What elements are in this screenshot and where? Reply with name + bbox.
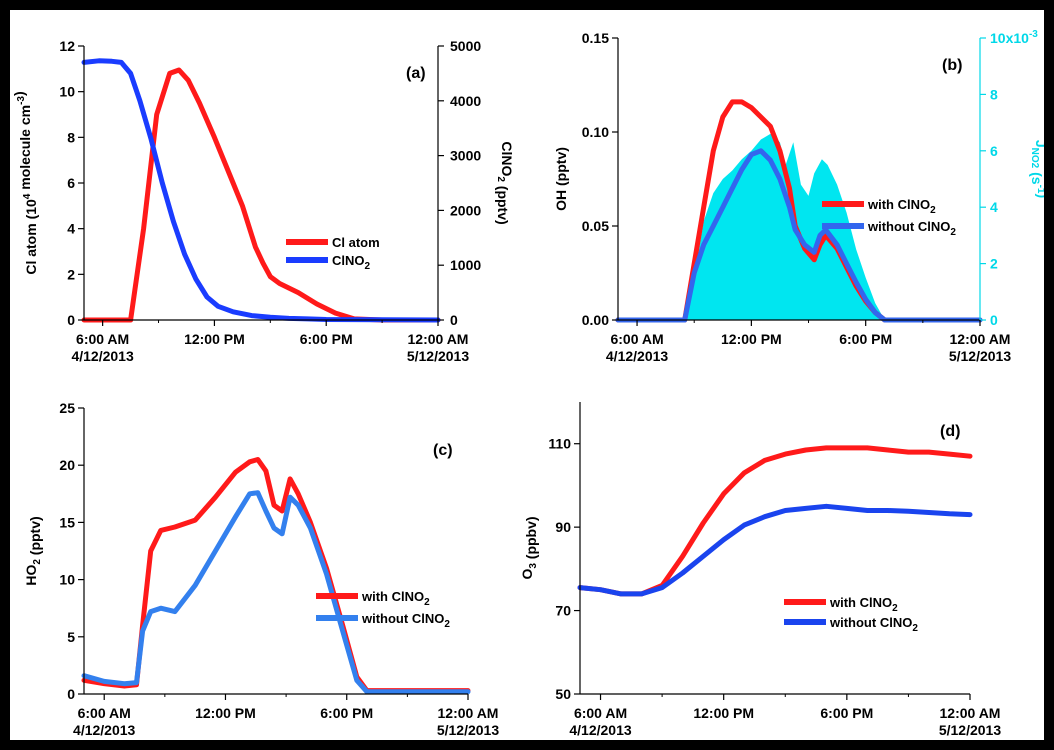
series-cl-atom (81, 67, 441, 323)
y-axis-title-right: JNO2 (s-1) (1029, 140, 1044, 198)
panel-b: 0.00 0.05 0.10 0.15 0 2 4 6 8 10x10-3 6:00 AM4/12/… (553, 29, 1044, 364)
y-tick-label-right: 1000 (450, 257, 481, 273)
y-tick-label-left: 8 (67, 129, 75, 145)
x-tick-label: 12:00 AM (438, 705, 499, 721)
y-tick-label-left: 2 (67, 266, 75, 282)
x-tick-label: 6:00 AM (574, 705, 627, 721)
series-clno2 (81, 58, 441, 323)
x-tick-label: 12:00 PM (721, 331, 782, 347)
y-tick-label-right: 2000 (450, 202, 481, 218)
y-axis-title-left: OH (pptv) (553, 147, 569, 211)
y-tick-label-right: 4 (990, 199, 998, 215)
y-tick-label-right: 4000 (450, 93, 481, 109)
y-tick-label-left: 20 (59, 457, 75, 473)
x-tick-sublabel: 5/12/2013 (407, 348, 469, 364)
series-without-clno2 (81, 490, 471, 695)
y-tick-label-left: 12 (59, 38, 75, 54)
x-tick-sublabel: 5/12/2013 (939, 722, 1001, 738)
x-tick-label: 6:00 AM (78, 705, 131, 721)
y-axis-title-left: HO2 (pptv) (23, 516, 43, 585)
series-without-clno2 (577, 503, 973, 597)
legend-label: without ClNO2 (361, 611, 450, 630)
x-tick-label: 12:00 PM (693, 705, 754, 721)
y-tick-label-left: 15 (59, 514, 75, 530)
y-tick-label-left: 0.15 (582, 30, 609, 46)
y-tick-label-left: 90 (555, 519, 571, 535)
legend-label: without ClNO2 (829, 615, 918, 634)
x-tick-sublabel: 4/12/2013 (606, 348, 668, 364)
y-tick-label-left: 6 (67, 175, 75, 191)
legend-label: Cl atom (332, 235, 380, 250)
y-tick-label-left: 0.00 (582, 312, 609, 328)
series-without-clno2 (615, 148, 983, 323)
panel-label: (a) (406, 65, 426, 82)
x-tick-sublabel: 4/12/2013 (569, 722, 631, 738)
panel-c: 0 5 10 15 20 25 6:00 AM4/12/2013 12:00 PM 6:00 P… (23, 400, 499, 738)
panel-label: (c) (433, 442, 453, 459)
y-tick-label-left: 25 (59, 400, 75, 416)
panel-d: 50 70 90 110 6:00 AM4/12/2013 12:00 PM 6:00 PM… (519, 402, 1001, 738)
y-tick-label-right: 3000 (450, 148, 481, 164)
y-tick-label-left: 0.10 (582, 124, 609, 140)
figure-canvas: 0 2 4 6 8 10 12 0 1000 2000 3000 4000 5000 6:00 AM 4/1… (10, 10, 1044, 740)
x-tick-sublabel: 5/12/2013 (437, 722, 499, 738)
y-tick-label-right: 8 (990, 86, 998, 102)
x-tick-label: 12:00 PM (195, 705, 256, 721)
y-tick-label-left: 4 (67, 221, 75, 237)
x-tick-label: 6:00 AM (76, 331, 129, 347)
y-tick-label-left: 50 (555, 686, 571, 702)
x-tick-label: 6:00 PM (839, 331, 892, 347)
x-tick-sublabel: 4/12/2013 (71, 348, 133, 364)
y-tick-label-left: 110 (548, 436, 571, 452)
x-tick-label: 12:00 PM (184, 331, 245, 347)
x-tick-label: 12:00 AM (950, 331, 1011, 347)
legend-label: ClNO2 (332, 253, 371, 272)
series-jno2 (618, 133, 980, 320)
y-tick-label-right: 5000 (450, 38, 481, 54)
x-tick-label: 6:00 PM (320, 705, 373, 721)
panel-label: (d) (940, 423, 960, 440)
legend-label: with ClNO2 (829, 595, 898, 614)
x-tick-label: 6:00 PM (820, 705, 873, 721)
panel-a: 0 2 4 6 8 10 12 0 1000 2000 3000 4000 5000 6:00 AM4/1… (11, 38, 515, 364)
y-tick-label-left: 0 (67, 686, 75, 702)
y-tick-label-left: 0.05 (582, 218, 609, 234)
y-tick-label-left: 0 (67, 312, 75, 328)
y-axis-title-left: Cl atom (104 molecule cm-3) (11, 91, 39, 274)
x-tick-label: 6:00 PM (300, 331, 353, 347)
x-tick-sublabel: 4/12/2013 (73, 722, 135, 738)
y-tick-label-right: 0 (450, 312, 458, 328)
y-tick-label-left: 10 (59, 84, 75, 100)
legend-label: without ClNO2 (867, 219, 956, 238)
legend-label: with ClNO2 (361, 589, 430, 608)
x-tick-sublabel: 5/12/2013 (949, 348, 1011, 364)
x-tick-label: 12:00 AM (940, 705, 1001, 721)
y-tick-label-right: 6 (990, 143, 998, 159)
x-tick-label: 6:00 AM (610, 331, 663, 347)
y-tick-label-left: 70 (555, 603, 571, 619)
x-tick-label: 12:00 AM (408, 331, 469, 347)
y-tick-label-right: 2 (990, 256, 998, 272)
y-tick-label-left: 5 (67, 629, 75, 645)
y-tick-label-right: 10x10-3 (990, 29, 1038, 46)
y-axis-title-right: ClNO2 (pptv) (495, 141, 515, 224)
y-tick-label-right: 0 (990, 312, 998, 328)
panel-label: (b) (942, 57, 962, 74)
y-axis-title-left: O3 (ppbv) (519, 516, 539, 579)
y-tick-label-left: 10 (59, 572, 75, 588)
legend-label: with ClNO2 (867, 197, 936, 216)
series-with-clno2 (577, 445, 973, 597)
